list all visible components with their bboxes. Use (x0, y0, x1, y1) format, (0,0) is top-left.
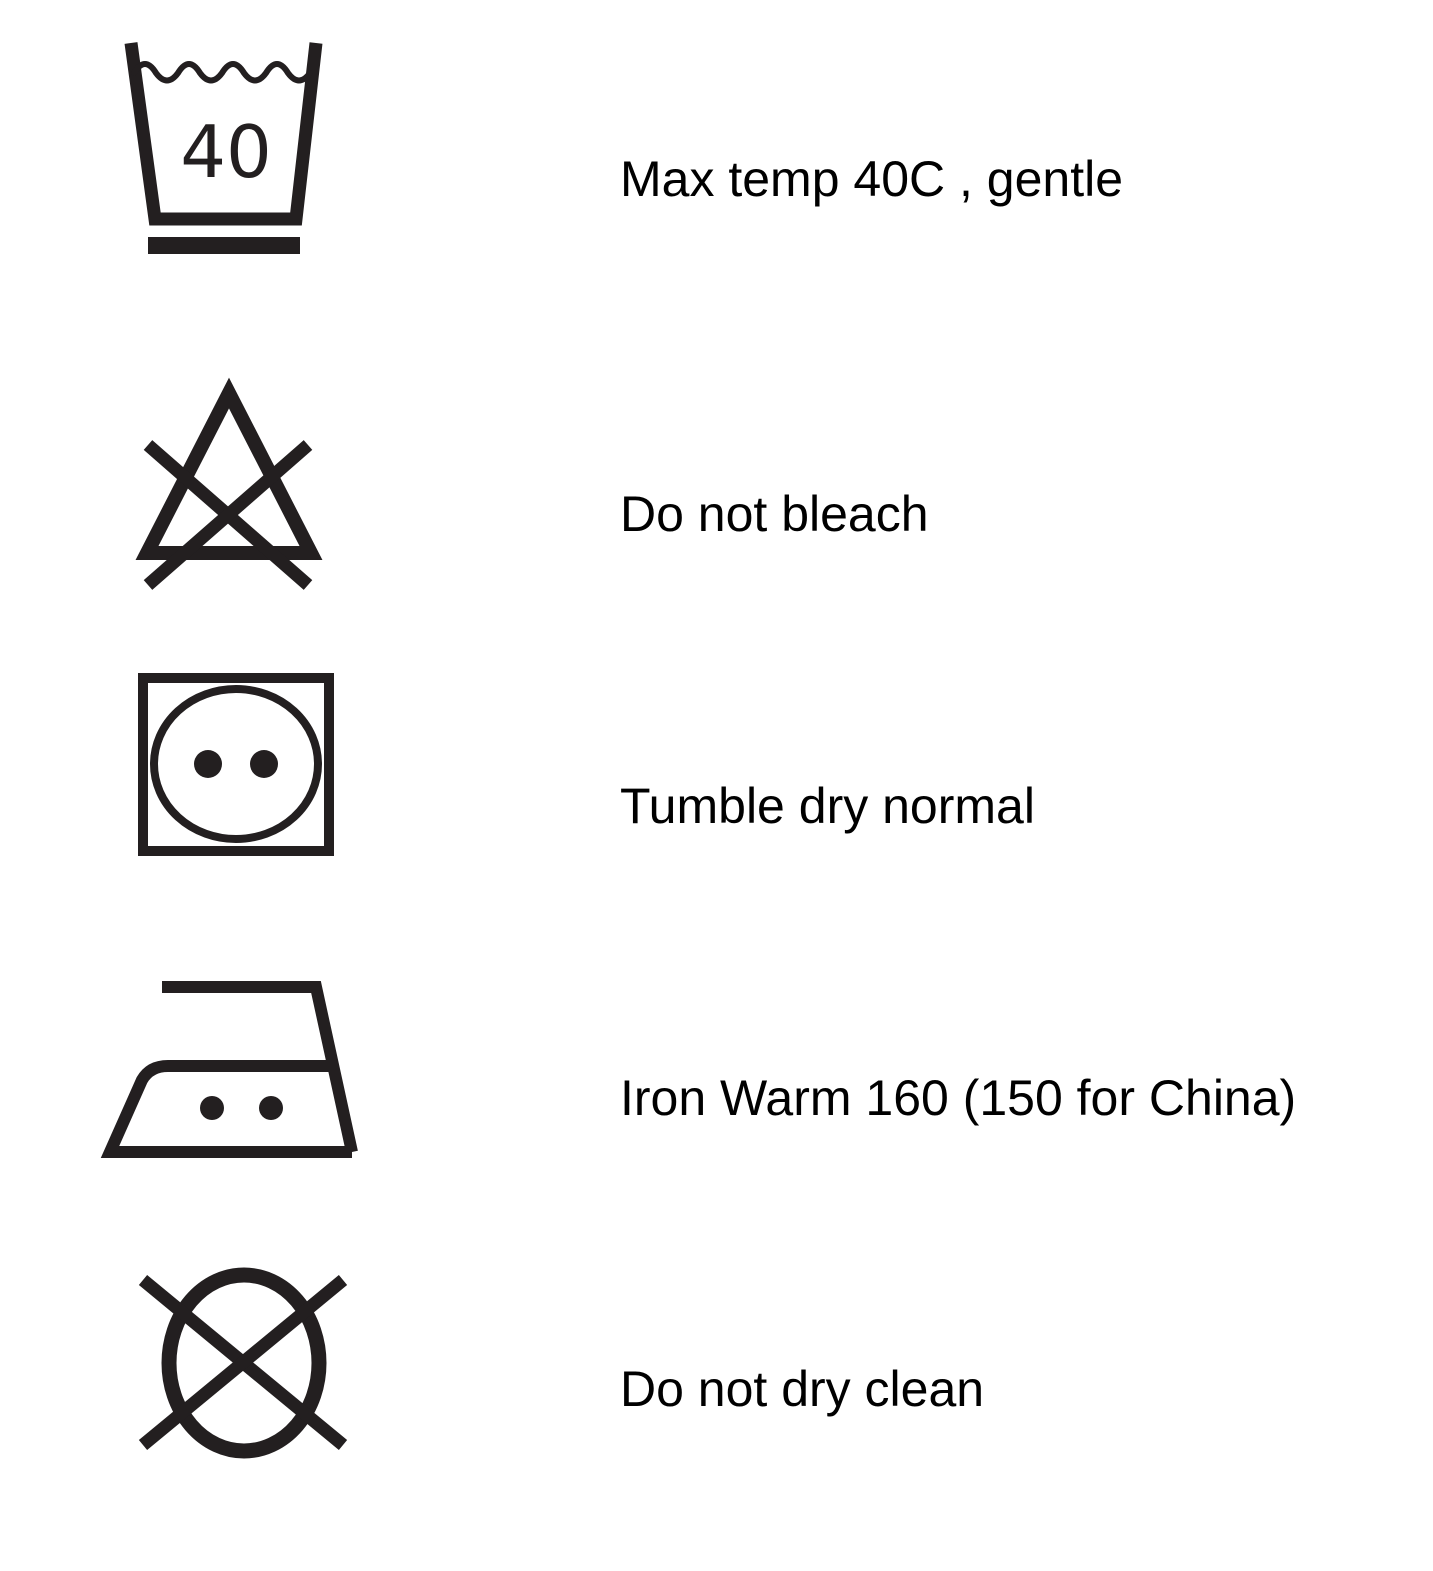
bleach-instruction-label: Do not bleach (620, 486, 929, 542)
wash-40-gentle-icon: 40 (124, 42, 323, 254)
dry-clean-circle (161, 1267, 327, 1459)
wash-instruction-label: Max temp 40C , gentle (620, 151, 1124, 207)
do-not-dry-clean-icon (138, 1267, 348, 1459)
wash-tub-outline (124, 42, 323, 226)
dry-clean-cross-line-2 (138, 1274, 348, 1451)
tumble-dry-square (138, 673, 334, 856)
iron-body (100, 1060, 352, 1158)
iron-dot-1 (200, 1096, 224, 1120)
iron-warm-icon (100, 981, 358, 1158)
wash-gentle-bar (148, 237, 300, 254)
dry-clean-instruction-label: Do not dry clean (620, 1361, 985, 1417)
tumble-dry-circle (150, 685, 322, 843)
do-not-bleach-icon (135, 377, 323, 590)
tumble-dry-dot-1 (194, 750, 222, 778)
tumble-dry-instruction-label: Tumble dry normal (620, 778, 1035, 834)
tumble-dry-normal-icon (138, 673, 334, 856)
tumble-dry-dot-2 (250, 750, 278, 778)
bleach-cross-line-2 (143, 440, 313, 590)
iron-handle (162, 981, 358, 1154)
iron-dot-2 (259, 1096, 283, 1120)
wash-water-wave (131, 61, 313, 84)
iron-instruction-label: Iron Warm 160 (150 for China) (620, 1070, 1297, 1126)
wash-temperature-text: 40 (180, 110, 272, 194)
